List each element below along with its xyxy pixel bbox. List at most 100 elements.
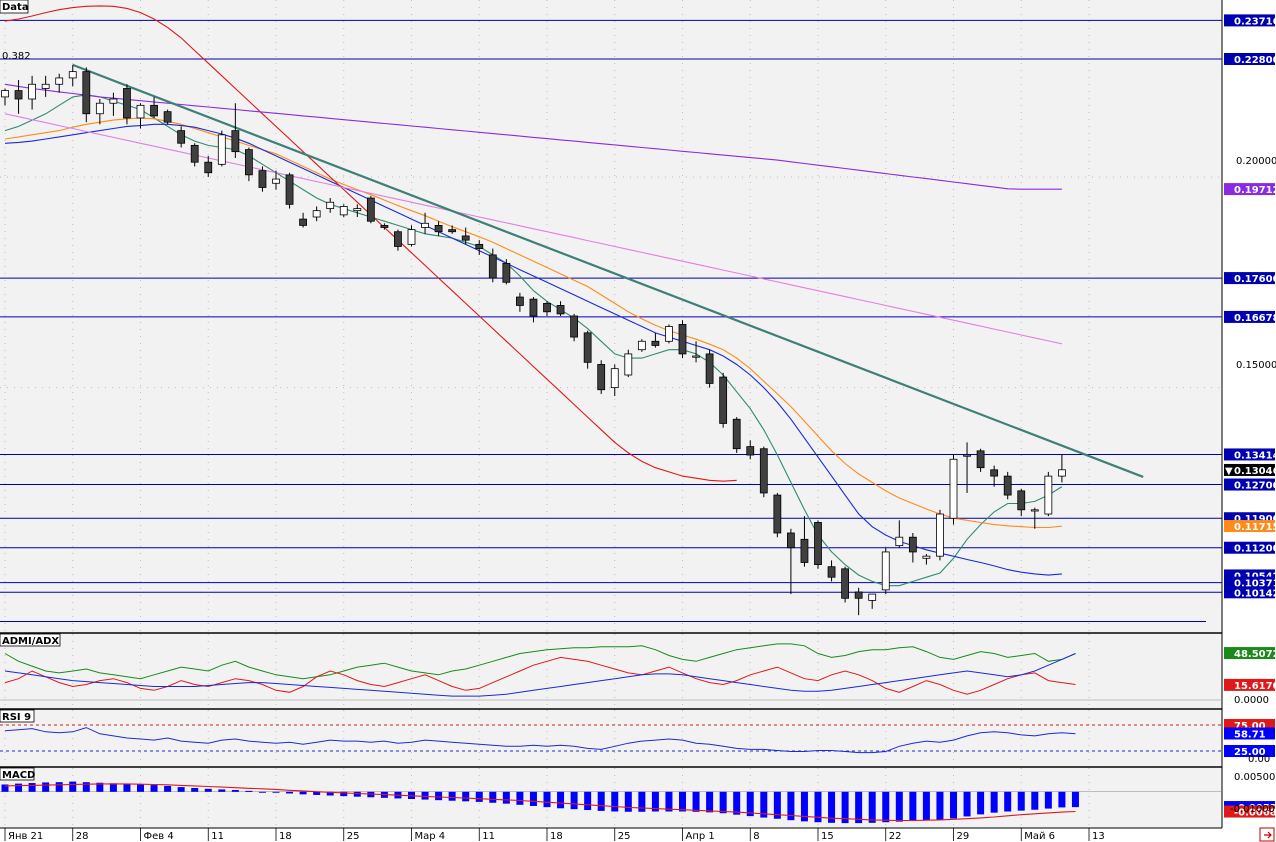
macd-histogram-bar xyxy=(96,782,104,792)
candle-down xyxy=(366,197,375,222)
price-badge-bg xyxy=(1224,52,1275,65)
price-badge-label: 0.10371 xyxy=(1234,579,1276,590)
macd-histogram-bar xyxy=(28,783,36,792)
time-axis-label: 28 xyxy=(76,831,89,842)
candle-down xyxy=(1003,475,1012,496)
price-badge-label: 0.23716 xyxy=(1234,16,1276,27)
price-badge-label: 0.10142 xyxy=(1234,588,1276,599)
candle-down xyxy=(177,130,186,144)
macd-histogram-bar xyxy=(123,783,131,792)
candle-up xyxy=(41,83,50,89)
time-axis-label: 25 xyxy=(618,831,631,842)
sma-mid-line xyxy=(4,117,1062,529)
price-badge-label: 15.61708 xyxy=(1234,681,1276,692)
candle-down xyxy=(787,532,795,549)
candle-up xyxy=(936,513,944,557)
candle-down xyxy=(1017,490,1026,511)
candle-down xyxy=(475,243,484,249)
macd-histogram-bar xyxy=(299,791,307,795)
adx-minus-di-line xyxy=(4,656,1076,695)
candle-down xyxy=(773,494,782,534)
macd-histogram-bar xyxy=(746,791,754,817)
macd-histogram-bar xyxy=(895,791,903,822)
candle-down xyxy=(190,144,199,163)
price-badge: 0.11715 xyxy=(1224,520,1276,533)
adx-tick-label: 0.0000 xyxy=(1234,695,1269,706)
price-badge: 0.13414 xyxy=(1224,448,1276,461)
trendline-layer[interactable] xyxy=(72,63,1144,478)
macd-histogram-bar xyxy=(475,791,483,802)
candle-up xyxy=(217,134,226,165)
macd-histogram-bar xyxy=(868,791,876,823)
price-badge-label: 48.50720 xyxy=(1234,649,1276,660)
horizontal-levels[interactable] xyxy=(0,19,1222,622)
candle-up xyxy=(949,458,958,519)
macd-histogram-bar xyxy=(448,791,456,801)
macd-histogram-bar xyxy=(1031,791,1039,810)
candle-down xyxy=(570,315,578,338)
candle-up xyxy=(895,536,904,547)
adx-line xyxy=(4,653,1076,697)
macd-histogram-bar xyxy=(570,791,578,810)
candle-up xyxy=(272,178,280,184)
price-badge-bg xyxy=(1224,541,1275,554)
candle-down xyxy=(678,324,687,355)
price-badge: 0.19712 xyxy=(1224,183,1276,196)
trendline[interactable] xyxy=(72,63,1144,478)
macd-histogram-bar xyxy=(529,791,537,806)
expand-corner-icon[interactable] xyxy=(1259,827,1275,842)
candle-down xyxy=(529,298,538,317)
candle-up xyxy=(881,551,890,591)
candle-down xyxy=(746,446,755,456)
candle-down xyxy=(990,469,999,477)
time-axis-label: 15 xyxy=(821,831,834,842)
macd-histogram-bar xyxy=(719,791,727,814)
macd-histogram-bar xyxy=(990,791,998,813)
candle-up xyxy=(353,208,362,212)
price-badge-label: 0.11715 xyxy=(1234,522,1276,533)
macd-histogram-bar xyxy=(1017,791,1025,811)
time-axis-label: Фев 4 xyxy=(144,831,174,842)
rsi-panel-title: RSI 9 xyxy=(2,712,31,723)
price-badge-label: 0.19712 xyxy=(1234,185,1276,196)
candle-up xyxy=(68,71,77,79)
macd-histogram-bar xyxy=(191,787,199,792)
price-badge: 0.11200 xyxy=(1224,541,1276,555)
candle-up xyxy=(610,368,619,389)
candle-down xyxy=(556,305,565,315)
price-badge-label: 0.16678 xyxy=(1234,313,1276,324)
price-badge-bg xyxy=(1224,678,1275,691)
candle-up xyxy=(28,83,37,100)
price-badge-label: 0.13046 xyxy=(1234,466,1276,477)
macd-histogram-bar xyxy=(882,791,890,823)
candle-down xyxy=(543,302,551,313)
time-axis: Янв 21 28 Фев 4 11 18 25 Мар 4 11 18 25 Апр 1 8 15 22… xyxy=(4,828,1105,842)
candle-down xyxy=(123,88,131,119)
macd-histogram-bar xyxy=(950,791,957,819)
candle-down xyxy=(814,522,822,565)
macd-histogram-bar xyxy=(421,791,429,800)
macd-histogram-bar xyxy=(936,791,944,820)
adx-panel-bg[interactable] xyxy=(0,634,1222,708)
candle-down xyxy=(827,566,836,578)
time-axis-label: 18 xyxy=(550,831,563,842)
candle-down xyxy=(854,591,863,599)
rsi-panel-bg[interactable] xyxy=(0,710,1222,766)
macd-panel-bg[interactable] xyxy=(0,768,1222,828)
price-panel-bg[interactable] xyxy=(0,0,1222,632)
macd-histogram-bar xyxy=(258,791,266,793)
time-axis-label: Май 6 xyxy=(1024,831,1055,842)
adx-plus-di-line xyxy=(4,643,1076,680)
adx-title-box: ADMI/ADX xyxy=(0,633,61,647)
price-badge: 48.50720 xyxy=(1224,647,1276,660)
price-badge-label: 58.71 xyxy=(1234,729,1266,740)
macd-histogram-bar xyxy=(353,791,361,797)
candle-up xyxy=(421,222,429,228)
candle-down xyxy=(502,262,511,283)
price-badge-bg xyxy=(1224,520,1275,533)
price-badge-label: -0.00682 xyxy=(1234,808,1276,819)
macd-histogram-bar xyxy=(55,782,63,792)
candle-down xyxy=(82,71,91,115)
price-badge: 0.12700 xyxy=(1224,478,1276,492)
candle-up xyxy=(95,102,104,115)
